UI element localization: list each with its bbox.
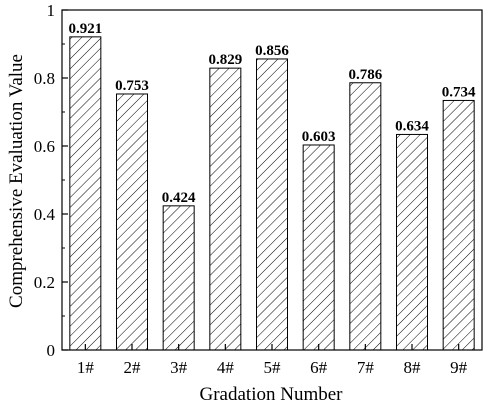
x-axis-title: Gradation Number <box>200 384 344 405</box>
bar-2 <box>116 93 148 351</box>
y-tick-label-4: 0.8 <box>34 69 55 88</box>
bar-7 <box>349 82 382 351</box>
x-tick-label-7: 7# <box>357 358 375 377</box>
x-tick-label-5: 5# <box>264 358 282 377</box>
data-label-8: 0.634 <box>395 118 429 134</box>
data-label-7: 0.786 <box>348 67 382 83</box>
bar-3 <box>162 205 195 351</box>
data-label-9: 0.734 <box>442 84 476 100</box>
y-tick-label-5: 1 <box>47 1 56 20</box>
x-tick-label-2: 2# <box>124 358 142 377</box>
x-tick-label-8: 8# <box>404 358 422 377</box>
axes-layer <box>61 9 483 351</box>
data-label-4: 0.829 <box>208 52 242 68</box>
x-tick-label-3: 3# <box>170 358 188 377</box>
data-label-2: 0.753 <box>115 78 149 94</box>
y-tick-label-2: 0.4 <box>34 205 56 224</box>
x-tick-label-1: 1# <box>77 358 95 377</box>
bar-5 <box>256 58 288 351</box>
x-tick-label-9: 9# <box>450 358 468 377</box>
data-label-1: 0.921 <box>68 21 102 37</box>
bar-4 <box>209 67 242 351</box>
data-label-6: 0.603 <box>302 129 336 145</box>
y-tick-label-1: 0.2 <box>34 273 55 292</box>
y-axis-title: Comprehensive Evaluation Value <box>6 54 27 308</box>
y-tick-label-3: 0.6 <box>34 137 55 156</box>
bars-layer <box>69 36 475 351</box>
bar-8 <box>396 133 428 351</box>
bar-6 <box>302 144 335 351</box>
data-label-3: 0.424 <box>162 190 196 206</box>
bar-1 <box>69 36 102 351</box>
y-tick-label-0: 0 <box>47 341 56 360</box>
x-tick-label-4: 4# <box>217 358 235 377</box>
data-label-5: 0.856 <box>255 43 289 59</box>
x-tick-label-6: 6# <box>310 358 328 377</box>
bar-9 <box>442 99 475 351</box>
labels-layer: 0.921 0.753 0.424 0.829 0.856 0.603 0.786 0.634… <box>34 1 476 377</box>
